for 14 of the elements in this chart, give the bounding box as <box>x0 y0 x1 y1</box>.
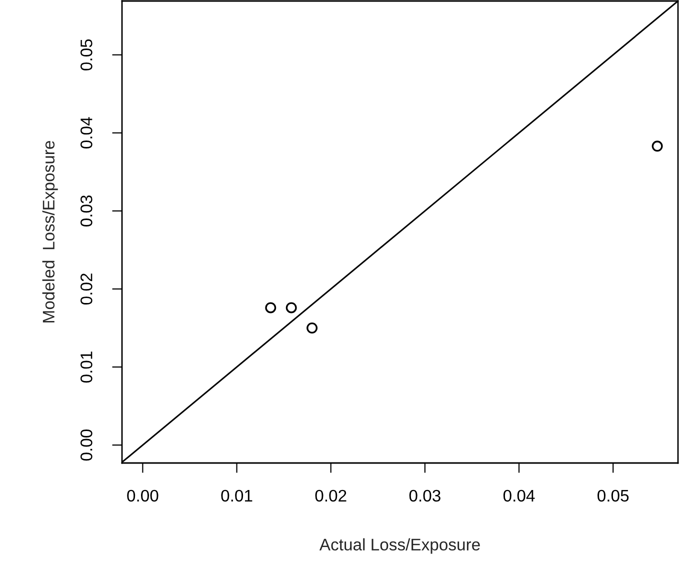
y-tick-label: 0.02 <box>80 274 92 305</box>
x-tick-label: 0.05 <box>598 490 629 502</box>
x-tick-label: 0.01 <box>221 490 252 502</box>
y-tick-label: 0.04 <box>80 117 92 148</box>
y-axis-title: Modeled Loss/Exposure <box>42 141 58 322</box>
x-tick-label: 0.00 <box>127 490 158 502</box>
x-tick-label: 0.03 <box>409 490 440 502</box>
x-tick-label: 0.02 <box>315 490 346 502</box>
x-axis-title: Actual Loss/Exposure <box>319 538 480 554</box>
y-tick-label: 0.00 <box>80 429 92 461</box>
y-tick-label: 0.03 <box>80 195 92 226</box>
y-tick-label: 0.05 <box>80 39 92 70</box>
y-tick-label: 0.01 <box>80 352 92 383</box>
x-tick-label: 0.04 <box>503 490 535 502</box>
